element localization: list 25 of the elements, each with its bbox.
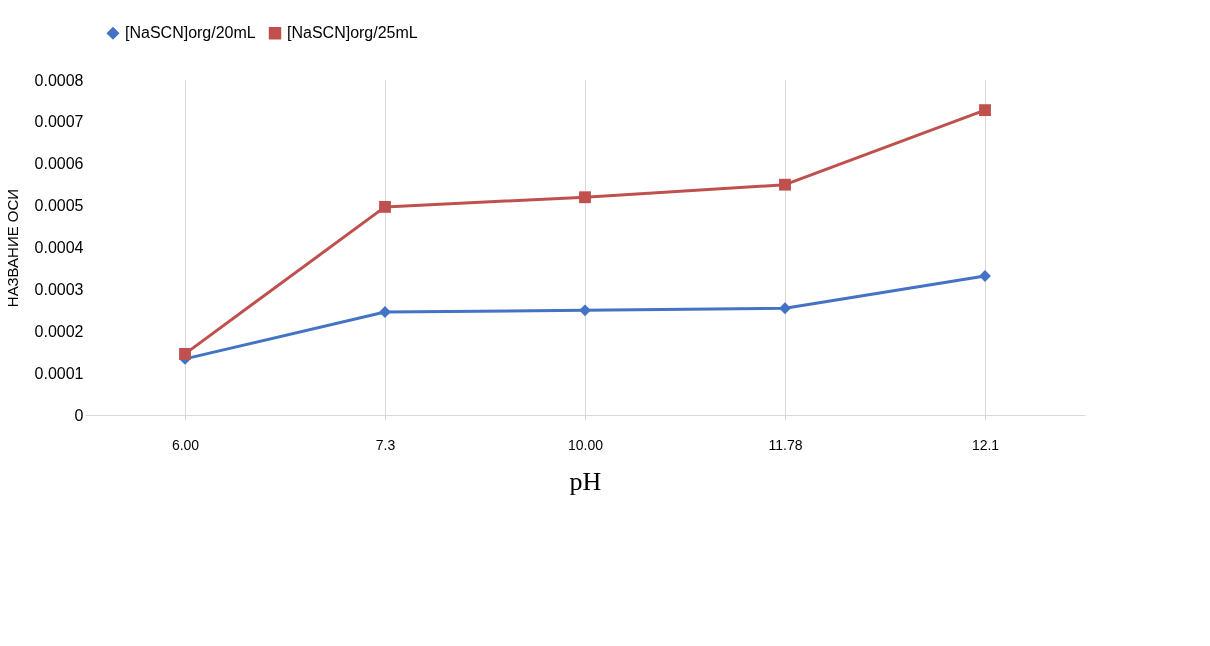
y-tick-label: 0 xyxy=(74,406,84,424)
x-tick-label: 12.1 xyxy=(971,436,1000,453)
legend-label: [NaSCN]org/20mL xyxy=(125,24,256,42)
x-tick-label: 10.00 xyxy=(567,436,604,453)
x-tick-label: 11.78 xyxy=(768,436,803,453)
y-tick-label: 0.0003 xyxy=(34,280,84,298)
y-tick-label: 0.0002 xyxy=(34,322,84,340)
point xyxy=(579,304,591,317)
x-tick-label: 7.3 xyxy=(375,436,396,453)
point xyxy=(579,191,591,204)
point xyxy=(779,302,791,315)
x-axis-title: pH xyxy=(569,466,602,496)
x-tick-label: 6.00 xyxy=(171,436,200,453)
point xyxy=(379,200,391,213)
y-axis-title: НАЗВАНИЕ ОСИ xyxy=(3,188,21,308)
point xyxy=(979,104,991,117)
point xyxy=(179,347,191,360)
y-tick-label: 0.0007 xyxy=(34,113,84,131)
legend-label: [NaSCN]org/25mL xyxy=(287,24,418,42)
y-tick-label: 0.0008 xyxy=(34,71,84,89)
y-tick-label: 0.0001 xyxy=(34,364,84,382)
point xyxy=(779,178,791,191)
y-tick-label: 0.0006 xyxy=(34,155,84,173)
y-tick-label: 0.0004 xyxy=(34,239,84,256)
y-tick-label: 0.0005 xyxy=(34,197,84,215)
